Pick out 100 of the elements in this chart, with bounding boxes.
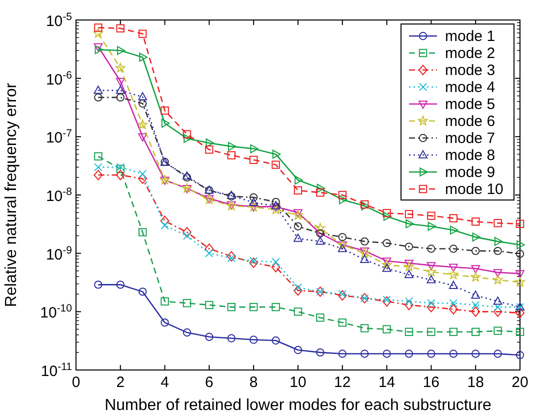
point	[160, 106, 169, 115]
point	[160, 297, 169, 306]
point	[382, 296, 391, 304]
point	[472, 246, 480, 256]
point	[206, 138, 214, 148]
point	[316, 348, 324, 357]
x-tick-label: 12	[334, 374, 351, 391]
point	[471, 306, 480, 317]
point	[272, 150, 281, 159]
x-tick-label: 10	[290, 374, 306, 391]
legend-label: mode 10	[445, 181, 504, 198]
point	[294, 283, 302, 292]
point	[360, 254, 370, 264]
point	[160, 221, 169, 230]
point	[472, 232, 480, 242]
point	[448, 280, 458, 289]
point	[228, 142, 236, 151]
point	[250, 256, 258, 266]
point	[382, 264, 392, 272]
point	[272, 160, 280, 169]
point	[116, 280, 124, 289]
point	[294, 176, 303, 185]
point	[448, 264, 458, 272]
point	[182, 299, 192, 308]
point	[360, 200, 369, 208]
point	[516, 308, 524, 318]
point	[182, 173, 192, 182]
point	[516, 351, 524, 360]
point	[338, 290, 347, 301]
point	[138, 30, 147, 38]
point	[160, 216, 170, 226]
legend-label: mode 6	[445, 113, 496, 130]
point	[494, 246, 502, 256]
point	[94, 86, 103, 94]
x-tick-label: 16	[422, 374, 440, 391]
point	[472, 300, 480, 310]
point	[382, 325, 391, 334]
x-tick-label: 4	[160, 374, 169, 391]
x-tick-label: 0	[72, 374, 80, 391]
point	[404, 242, 414, 251]
point	[205, 300, 214, 310]
y-tick-label: 10$^{-5}$	[46, 11, 72, 30]
point	[94, 170, 103, 180]
legend-label: mode 3	[445, 62, 496, 79]
point	[382, 208, 391, 218]
point	[382, 296, 392, 307]
point	[516, 250, 524, 258]
point	[471, 265, 480, 274]
point	[427, 244, 436, 253]
point	[494, 218, 502, 228]
point	[272, 336, 280, 345]
point	[116, 170, 125, 180]
point	[250, 336, 258, 344]
point	[338, 244, 347, 252]
point	[249, 258, 258, 268]
point	[471, 290, 480, 299]
point	[182, 227, 192, 238]
point	[360, 350, 369, 358]
point	[427, 328, 436, 336]
x-tick-label: 14	[378, 374, 396, 391]
point	[449, 299, 458, 308]
point	[94, 93, 102, 102]
point	[494, 326, 502, 335]
point	[115, 62, 126, 72]
point	[138, 133, 148, 142]
x-tick-label: 8	[249, 374, 258, 391]
point	[250, 156, 258, 164]
point	[448, 304, 458, 314]
point	[449, 328, 458, 336]
point	[494, 350, 502, 358]
point	[493, 269, 502, 278]
point	[272, 198, 280, 206]
point	[161, 118, 170, 128]
point	[382, 350, 391, 358]
legend-label: mode 9	[445, 164, 496, 181]
point	[404, 270, 414, 278]
point	[338, 232, 346, 242]
point	[472, 350, 480, 358]
point	[94, 43, 103, 52]
point	[94, 152, 102, 160]
y-tick-label: 10$^{-8}$	[46, 186, 72, 205]
point	[272, 302, 280, 312]
point	[138, 120, 148, 130]
point	[205, 332, 214, 341]
point	[271, 203, 280, 212]
point	[249, 198, 258, 206]
point	[138, 92, 148, 100]
point	[138, 288, 147, 296]
point	[493, 296, 502, 305]
point	[472, 217, 480, 226]
point	[205, 146, 214, 154]
point	[272, 258, 280, 266]
point	[294, 222, 302, 230]
point	[404, 297, 414, 306]
x-tick-label: 6	[205, 374, 214, 391]
point	[250, 144, 258, 154]
point	[138, 170, 147, 178]
point	[404, 328, 414, 336]
x-tick-label: 20	[512, 374, 528, 391]
point	[516, 240, 525, 250]
